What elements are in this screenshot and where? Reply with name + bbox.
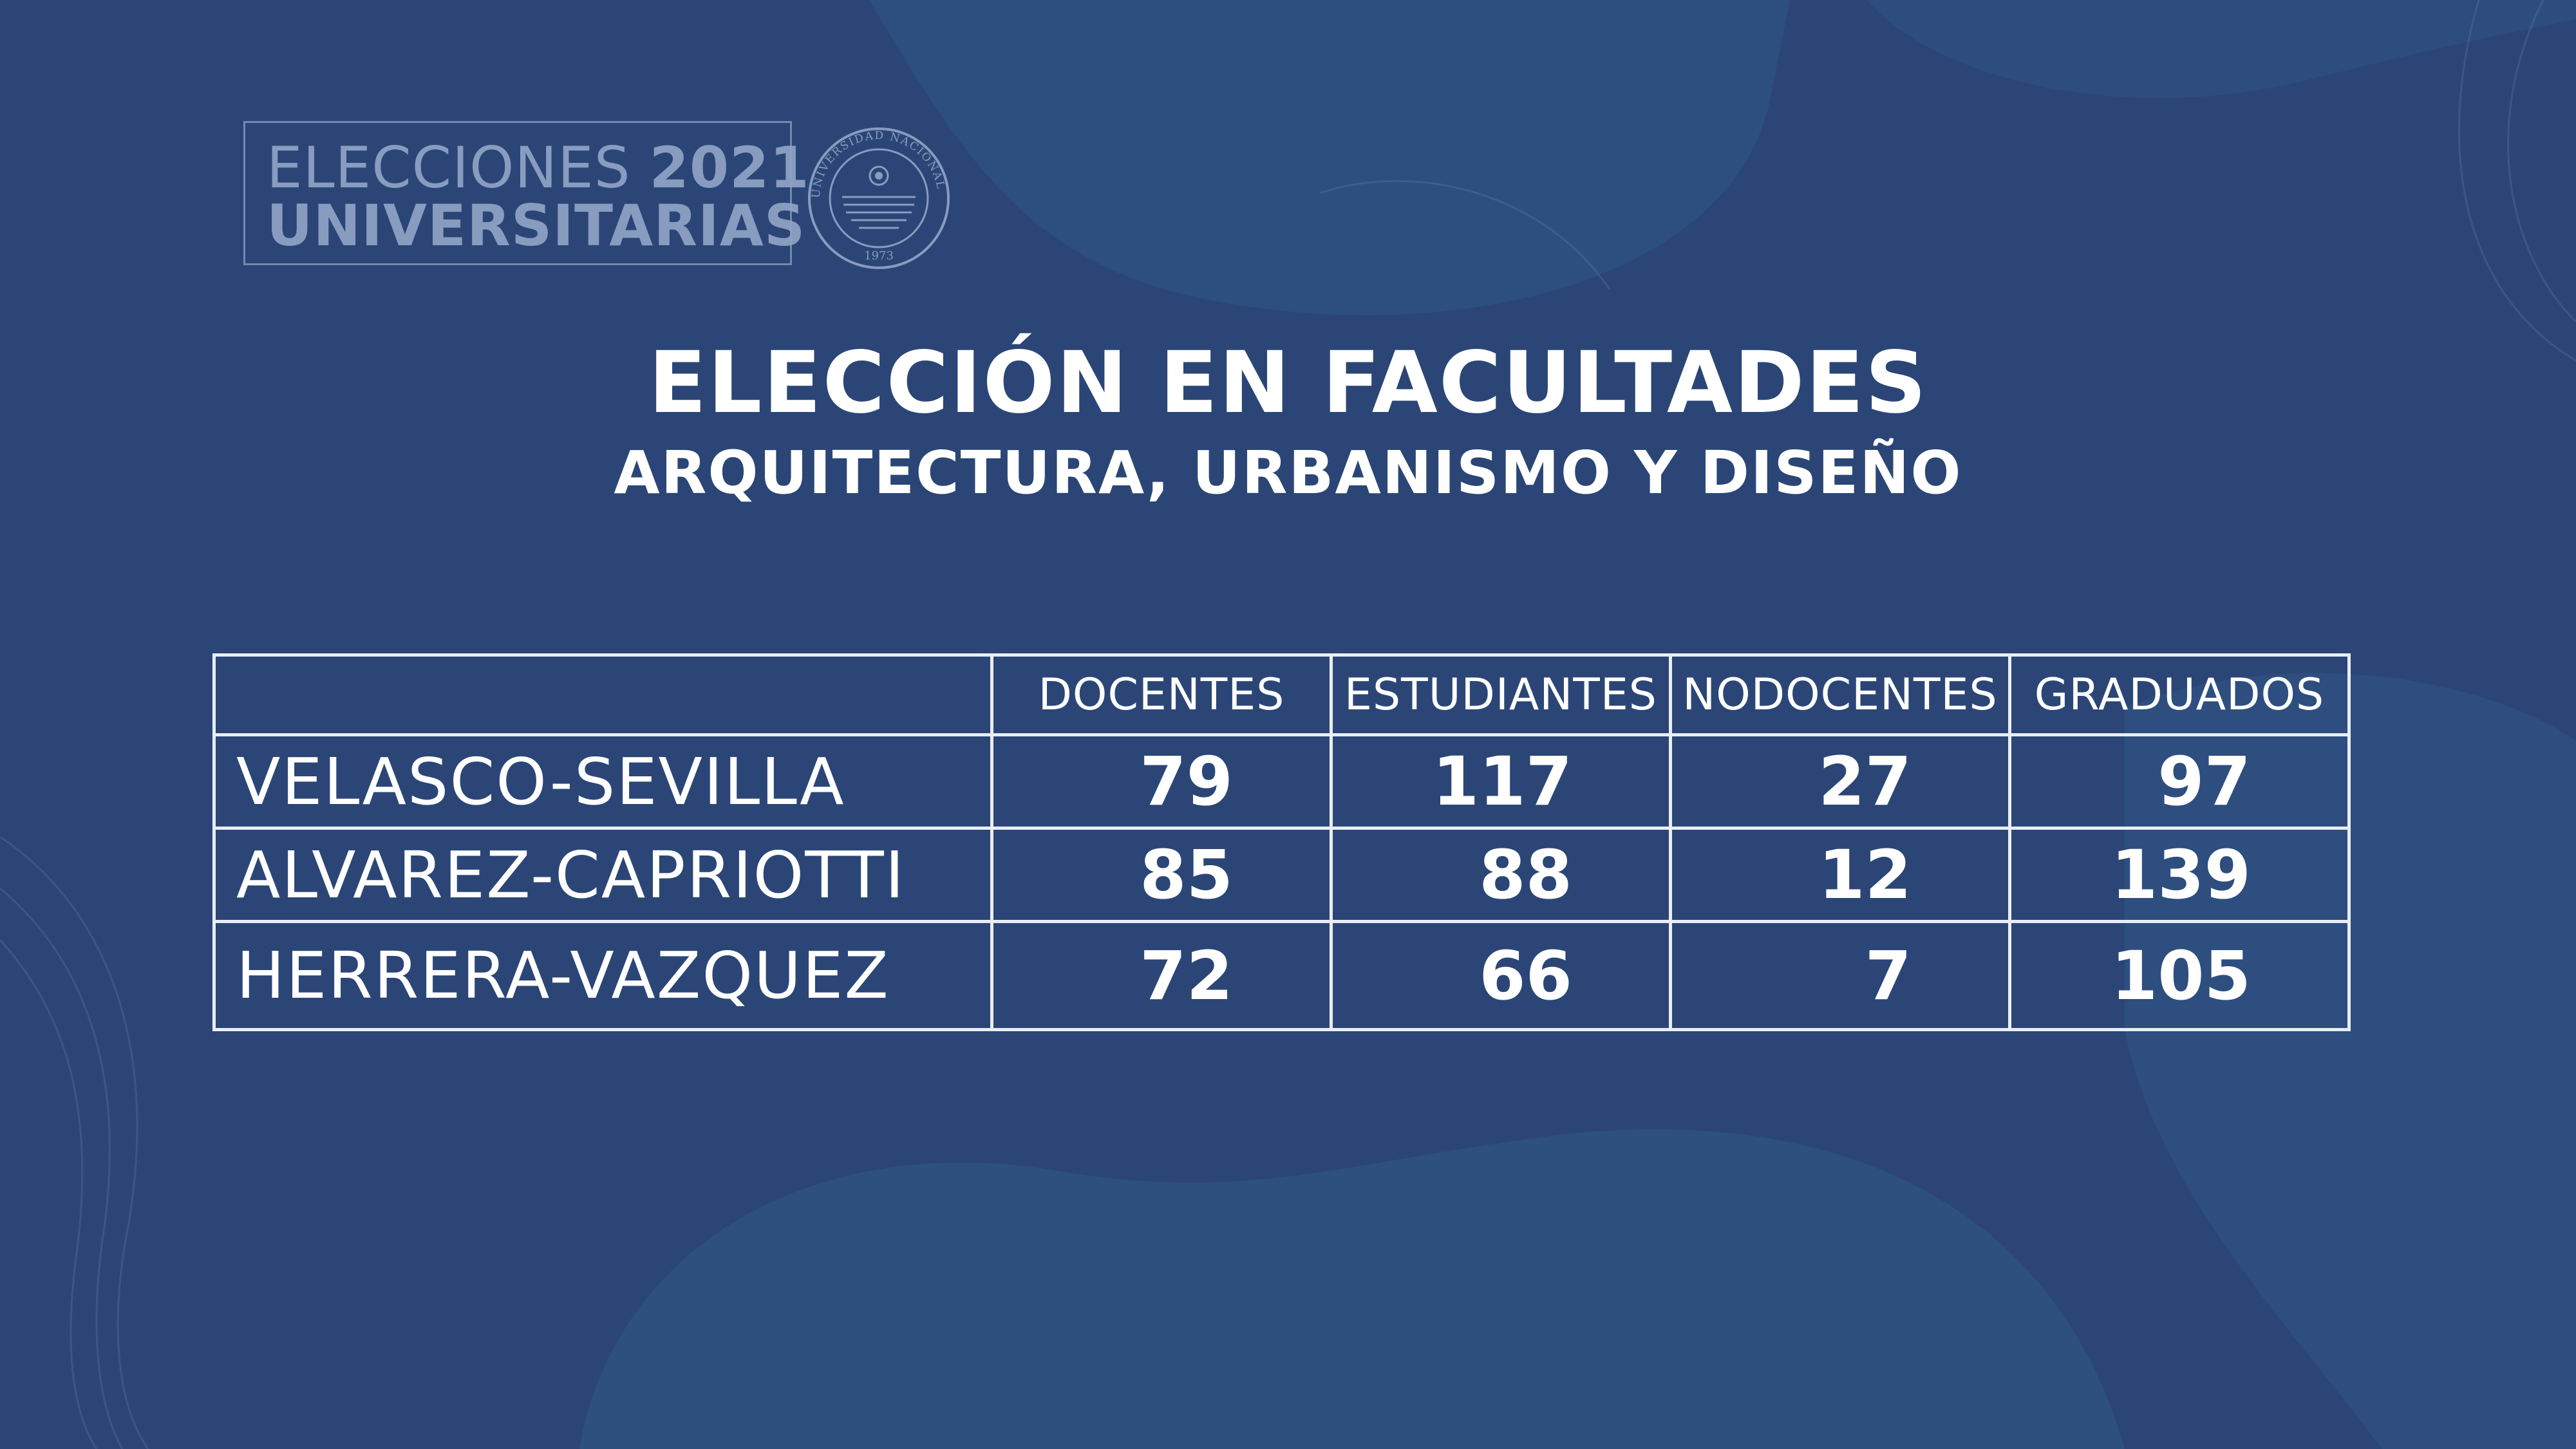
university-seal-logo: UNIVERSIDAD NACIONAL DE SAN JUAN 1973 [792, 121, 950, 269]
seal-year: 1973 [864, 249, 894, 263]
table-row: ALVAREZ-CAPRIOTTI 85 88 12 139 [212, 827, 2351, 923]
page-title: ELECCIÓN EN FACULTADES [648, 333, 1928, 433]
header-cell-docentes: DOCENTES [990, 653, 1333, 736]
badge-word-elecciones: ELECCIONES [267, 135, 631, 201]
vote-count-docentes: 85 [990, 827, 1333, 923]
badge-line-1: ELECCIONES 2021 [267, 137, 810, 199]
header-cell-estudiantes: ESTUDIANTES [1330, 653, 1672, 736]
faculty-subtitle: ARQUITECTURA, URBANISMO Y DISEÑO [614, 438, 1962, 507]
table-row: HERRERA-VAZQUEZ 72 66 7 105 [212, 920, 2351, 1031]
results-table: DOCENTES ESTUDIANTES NODOCENTES GRADUADO… [212, 653, 2351, 1031]
table-header-row: DOCENTES ESTUDIANTES NODOCENTES GRADUADO… [212, 653, 2351, 736]
vote-count-estudiantes: 66 [1330, 920, 1672, 1031]
vote-count-graduados: 105 [2008, 920, 2351, 1031]
table-row: VELASCO-SEVILLA 79 117 27 97 [212, 733, 2351, 830]
vote-count-estudiantes: 88 [1330, 827, 1672, 923]
vote-count-docentes: 72 [990, 920, 1333, 1031]
candidate-name: HERRERA-VAZQUEZ [212, 920, 993, 1031]
vote-count-nodocentes: 27 [1669, 733, 2011, 830]
badge-word-universitarias: UNIVERSITARIAS [267, 192, 806, 259]
seal-ring-text: UNIVERSIDAD NACIONAL DE SAN JUAN [792, 121, 946, 199]
vote-count-nodocentes: 12 [1669, 827, 2011, 923]
header-cell-nodocentes: NODOCENTES [1669, 653, 2011, 736]
vote-count-graduados: 139 [2008, 827, 2351, 923]
badge-year: 2021 [649, 135, 810, 201]
candidate-name: ALVAREZ-CAPRIOTTI [212, 827, 993, 923]
vote-count-graduados: 97 [2008, 733, 2351, 830]
vote-count-nodocentes: 7 [1669, 920, 2011, 1031]
vote-count-estudiantes: 117 [1330, 733, 1672, 830]
svg-text:UNIVERSIDAD NACIONAL DE SAN JU: UNIVERSIDAD NACIONAL DE SAN JUAN [792, 121, 948, 199]
election-badge: ELECCIONES 2021 UNIVERSITARIAS [243, 121, 809, 265]
header-cell-graduados: GRADUADOS [2008, 653, 2351, 736]
candidate-name: VELASCO-SEVILLA [212, 733, 993, 830]
vote-count-docentes: 79 [990, 733, 1333, 830]
header-cell-empty [212, 653, 993, 736]
